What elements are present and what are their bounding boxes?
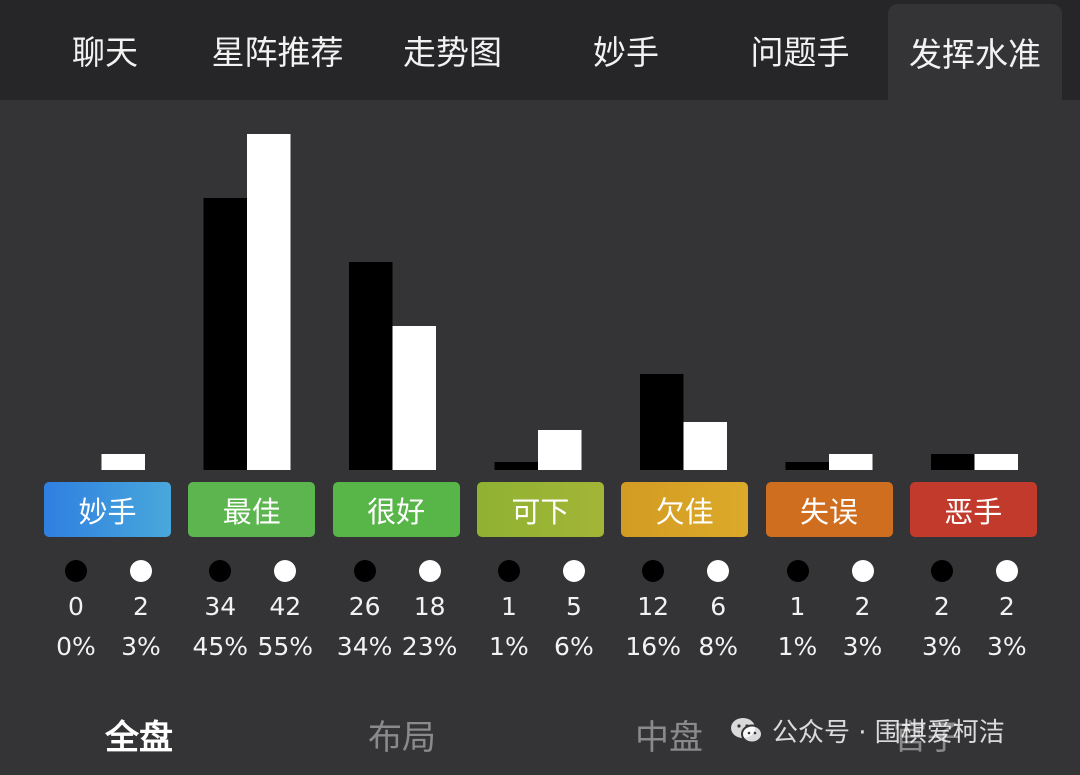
tab-middle-game[interactable]: 中盘 [635, 718, 703, 758]
black-stone-icon [209, 560, 232, 582]
category-chip-6: 恶手 [909, 482, 1037, 537]
black-stone-icon [353, 560, 376, 582]
bar-black-1 [203, 198, 247, 470]
count-label: 18 [413, 592, 446, 621]
count-label: 5 [565, 592, 582, 621]
white-stone-icon [130, 560, 152, 582]
wechat-icon [731, 717, 763, 743]
percent-label: 45% [192, 632, 249, 661]
tab-brilliant-moves[interactable]: 妙手 [593, 33, 659, 72]
tab-endgame[interactable]: 官子 [893, 718, 961, 758]
black-stone-icon [930, 560, 953, 582]
percent-label: 3% [842, 632, 883, 661]
bar-black-2 [349, 262, 393, 470]
count-label: 1 [500, 592, 517, 621]
tab-chat[interactable]: 聊天 [72, 33, 138, 72]
bar-white-6 [974, 454, 1018, 470]
tab-performance[interactable]: 发挥水准 [888, 4, 1062, 100]
bar-white-5 [829, 454, 873, 470]
count-label: 12 [637, 592, 670, 621]
percent-label: 3% [121, 632, 161, 661]
white-stone-icon [274, 560, 297, 582]
category-chip-1: 最佳 [188, 482, 316, 537]
count-label: 1 [789, 592, 806, 621]
bar-white-2 [392, 326, 436, 470]
tab-problem-moves[interactable]: 问题手 [750, 33, 850, 72]
bar-white-3 [538, 430, 582, 470]
white-stone-icon [707, 560, 730, 582]
category-chip-0: 妙手 [44, 482, 171, 537]
tab-bar: 聊天 星阵推荐 走势图 妙手 问题手 发挥水准 [0, 0, 1080, 100]
white-stone-icon [562, 560, 585, 582]
performance-bar-chart [101, 134, 1018, 470]
black-stone-icon [642, 560, 665, 582]
percent-label: 6% [554, 632, 594, 661]
tab-whole-game[interactable]: 全盘 [105, 718, 173, 758]
bar-white-4 [683, 422, 727, 470]
bar-black-3 [494, 462, 538, 470]
black-stone-icon [65, 560, 87, 582]
percent-label: 23% [401, 632, 458, 661]
percent-label: 8% [698, 632, 739, 661]
count-label: 6 [710, 592, 727, 621]
percent-label: 3% [921, 632, 962, 661]
tab-star-recommend[interactable]: 星阵推荐 [211, 33, 344, 72]
percent-label: 1% [489, 632, 529, 661]
bar-white-0 [101, 454, 145, 470]
category-chip-4: 欠佳 [621, 482, 749, 537]
count-label: 0 [68, 592, 84, 621]
category-chip-5: 失误 [765, 482, 893, 537]
count-label: 2 [854, 592, 871, 621]
count-label: 2 [998, 592, 1015, 621]
count-label: 2 [133, 592, 149, 621]
bar-black-6 [931, 454, 975, 470]
watermark: 公众号 · 围棋爱柯洁 [730, 712, 1005, 749]
bar-black-5 [785, 462, 829, 470]
count-label: 34 [204, 592, 237, 621]
count-label: 2 [933, 592, 950, 621]
count-label: 42 [269, 592, 302, 621]
bar-black-4 [640, 374, 684, 470]
white-stone-icon [851, 560, 874, 582]
category-chip-3: 可下 [476, 482, 604, 537]
bar-white-1 [247, 134, 291, 470]
percent-label: 1% [777, 632, 818, 661]
percent-label: 3% [986, 632, 1027, 661]
tab-opening[interactable]: 布局 [368, 718, 436, 758]
tab-trend-chart[interactable]: 走势图 [403, 33, 502, 72]
white-stone-icon [995, 560, 1018, 582]
white-stone-icon [418, 560, 441, 582]
count-label: 26 [348, 592, 381, 621]
black-stone-icon [497, 560, 520, 582]
percent-label: 16% [625, 632, 681, 661]
black-stone-icon [786, 560, 809, 582]
category-chip-2: 很好 [332, 482, 460, 537]
watermark-text: 公众号 · 围棋爱柯洁 [772, 718, 1005, 748]
percent-label: 0% [56, 632, 96, 661]
percent-label: 55% [257, 632, 314, 661]
percent-label: 34% [336, 632, 393, 661]
